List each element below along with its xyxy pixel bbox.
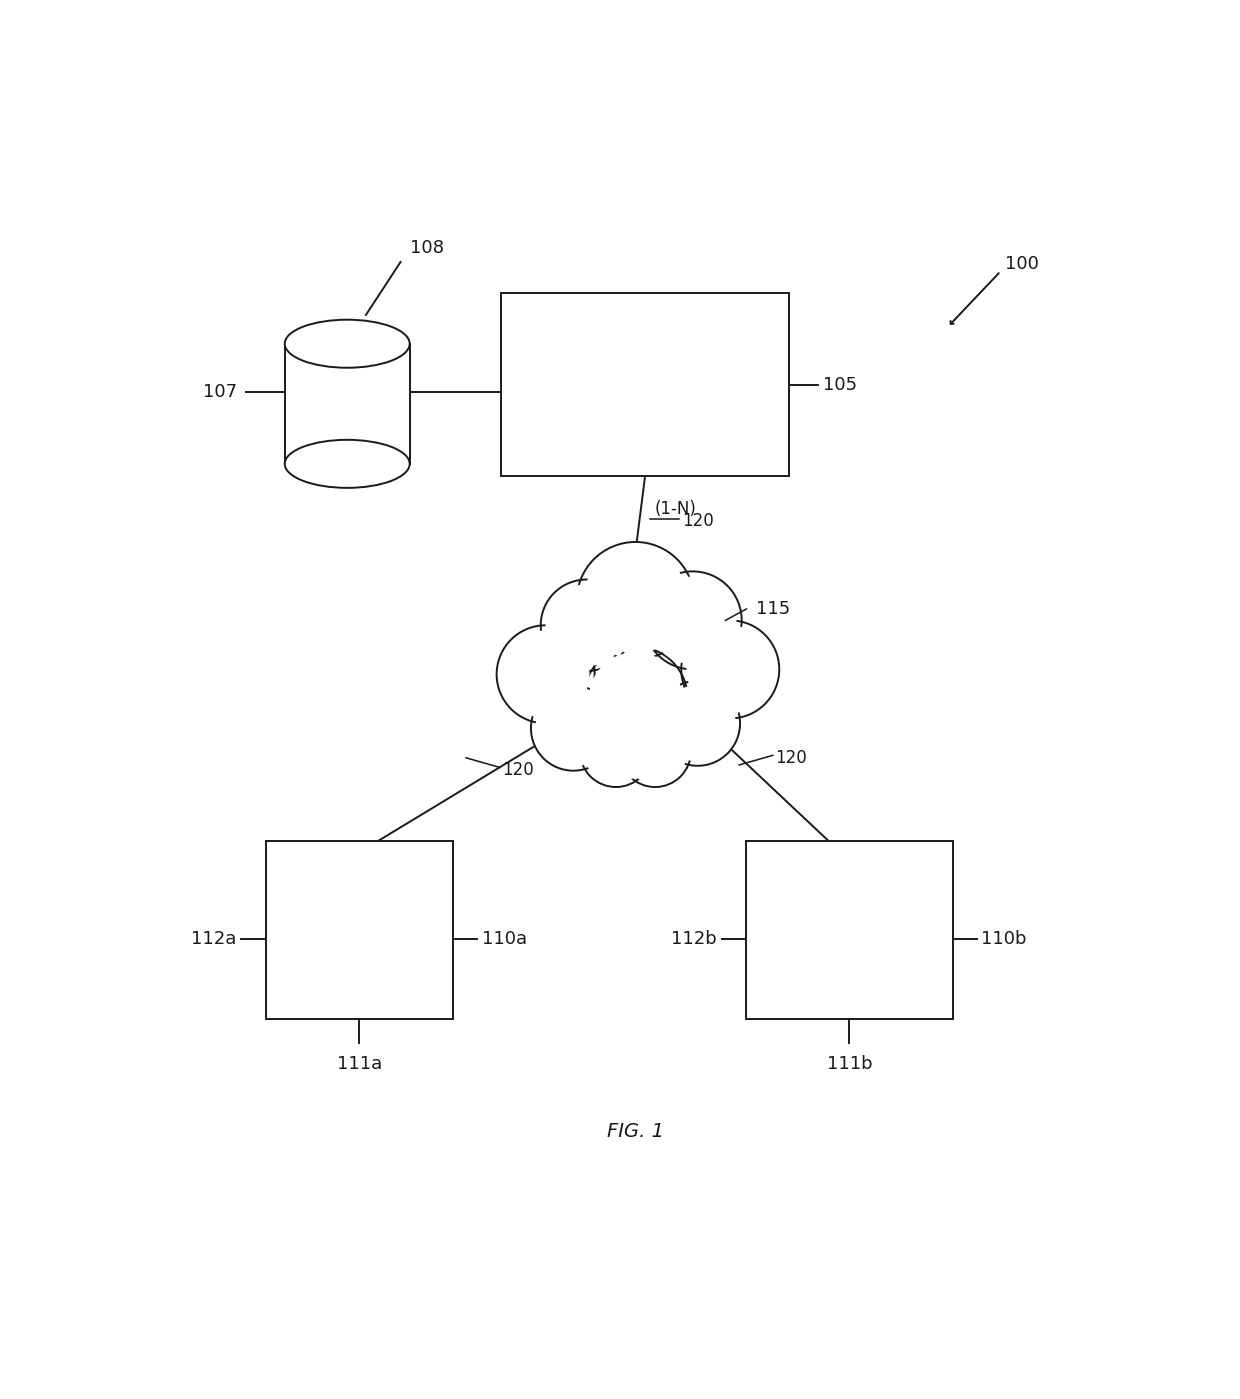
Circle shape [644,571,742,669]
Text: 115: 115 [756,600,790,618]
Circle shape [584,548,687,652]
Circle shape [577,541,694,659]
Circle shape [541,579,632,672]
Text: 111b: 111b [827,1055,872,1073]
Text: 111a: 111a [336,1055,382,1073]
Circle shape [584,719,647,782]
Circle shape [589,653,682,744]
Circle shape [687,627,774,712]
Bar [746,841,952,1018]
Circle shape [650,578,735,663]
Circle shape [583,646,688,751]
Circle shape [580,715,652,788]
Circle shape [655,681,740,765]
Text: (1-N): (1-N) [655,499,697,518]
Text: 120: 120 [502,761,534,779]
Circle shape [547,585,626,666]
Circle shape [536,691,611,765]
Circle shape [681,620,779,719]
Circle shape [624,719,687,782]
Text: 112b: 112b [671,930,717,947]
Bar [265,841,453,1018]
Text: 108: 108 [410,239,444,257]
Circle shape [619,715,691,788]
Ellipse shape [285,439,409,488]
Circle shape [502,631,589,718]
Text: FIG. 1: FIG. 1 [608,1122,663,1140]
Text: 112a: 112a [191,930,237,947]
Text: 110b: 110b [982,930,1027,947]
Circle shape [531,686,616,771]
Text: 100: 100 [1006,256,1039,273]
Text: 120: 120 [682,512,713,530]
Ellipse shape [285,320,409,368]
Text: 120: 120 [775,750,806,767]
Text: 107: 107 [202,383,237,400]
Circle shape [660,686,735,761]
Bar [501,294,789,476]
Text: 110a: 110a [481,930,527,947]
Circle shape [497,625,595,723]
Text: 105: 105 [823,375,857,393]
